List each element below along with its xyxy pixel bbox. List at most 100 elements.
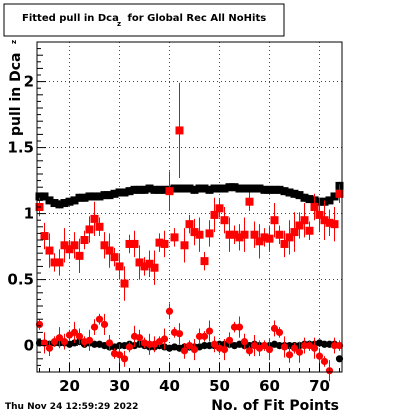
data-point-square bbox=[245, 184, 254, 193]
data-point-circle bbox=[260, 342, 269, 350]
grid-lines bbox=[37, 42, 342, 372]
x-axis-title: No. of Fit Points bbox=[211, 398, 339, 414]
data-point-square bbox=[280, 187, 289, 196]
data-point-square bbox=[180, 184, 189, 193]
data-point-square bbox=[115, 188, 124, 197]
data-point-square bbox=[195, 184, 204, 193]
data-point-circle bbox=[115, 351, 124, 359]
data-point-square bbox=[275, 230, 284, 239]
data-point-square bbox=[290, 228, 299, 237]
y-tick-label: 0 bbox=[24, 337, 34, 355]
data-point-square bbox=[115, 262, 124, 271]
data-point-square bbox=[90, 214, 99, 223]
chart-title-rest: for Global Rec All NoHits bbox=[124, 13, 266, 24]
data-point-square bbox=[275, 185, 284, 194]
data-point-square bbox=[295, 221, 304, 230]
data-point-square bbox=[155, 238, 164, 247]
y-axis-title-subscript: z bbox=[10, 40, 18, 44]
data-point-square bbox=[120, 188, 129, 197]
data-point-circle bbox=[200, 342, 209, 350]
data-point-square bbox=[175, 126, 184, 135]
data-point-square bbox=[160, 239, 169, 248]
data-point-square bbox=[120, 279, 129, 288]
data-point-circle bbox=[225, 336, 234, 344]
data-point-circle bbox=[165, 307, 174, 315]
data-point-square bbox=[255, 237, 264, 246]
data-point-circle bbox=[85, 336, 94, 344]
data-point-circle bbox=[210, 340, 219, 348]
data-point-square bbox=[330, 192, 339, 201]
x-tick-label: 50 bbox=[209, 377, 230, 395]
data-point-square bbox=[300, 193, 309, 202]
data-point-circle bbox=[70, 328, 79, 336]
data-point-square bbox=[160, 185, 169, 194]
data-point-square bbox=[230, 230, 239, 239]
data-point-square bbox=[110, 189, 119, 198]
series-3 bbox=[35, 303, 344, 382]
data-point-square bbox=[45, 246, 54, 255]
data-point-square bbox=[125, 187, 134, 196]
data-point-square bbox=[260, 185, 269, 194]
x-tick-label: 30 bbox=[109, 377, 130, 395]
data-point-square bbox=[245, 197, 254, 206]
series-0 bbox=[35, 181, 344, 209]
data-point-square bbox=[180, 241, 189, 250]
data-point-circle bbox=[175, 330, 184, 338]
data-point-square bbox=[90, 192, 99, 201]
data-point-square bbox=[105, 246, 114, 255]
data-point-square bbox=[200, 184, 209, 193]
y-tick-label: 1.5 bbox=[7, 139, 34, 157]
data-point-square bbox=[150, 185, 159, 194]
data-point-circle bbox=[320, 357, 329, 366]
data-point-square bbox=[270, 185, 279, 194]
data-point-square bbox=[145, 259, 154, 268]
data-point-circle bbox=[315, 352, 324, 360]
data-point-circle bbox=[90, 340, 99, 348]
data-point-square bbox=[70, 196, 79, 205]
data-point-square bbox=[285, 188, 294, 197]
y-tick-label: 0.5 bbox=[7, 271, 34, 289]
data-point-square bbox=[320, 216, 329, 225]
data-point-circle bbox=[245, 347, 254, 355]
data-point-circle bbox=[55, 334, 64, 342]
x-tick-label: 70 bbox=[309, 377, 330, 395]
plot-frame bbox=[36, 41, 343, 373]
data-point-square bbox=[40, 192, 49, 201]
data-point-square bbox=[150, 263, 159, 272]
data-point-circle bbox=[320, 340, 329, 348]
y-axis-title: pull in Dca z bbox=[8, 40, 24, 136]
data-point-square bbox=[65, 197, 74, 206]
data-point-circle bbox=[220, 345, 229, 354]
chart-title-main: Fitted pull in Dca bbox=[22, 13, 119, 24]
data-point-circle bbox=[125, 343, 134, 351]
data-point-square bbox=[110, 253, 119, 262]
data-point-square bbox=[165, 187, 174, 196]
data-point-square bbox=[95, 222, 104, 231]
data-point-square bbox=[135, 185, 144, 194]
data-point-square bbox=[240, 184, 249, 193]
data-point-square bbox=[220, 184, 229, 193]
data-point-square bbox=[200, 257, 209, 266]
data-point-square bbox=[205, 229, 214, 238]
data-point-circle bbox=[270, 324, 279, 333]
data-point-square bbox=[325, 196, 334, 205]
data-point-circle bbox=[330, 342, 339, 350]
data-point-square bbox=[305, 226, 314, 235]
data-point-square bbox=[55, 258, 64, 267]
data-point-square bbox=[215, 204, 224, 213]
data-point-circle bbox=[285, 351, 294, 359]
data-point-square bbox=[260, 233, 269, 242]
data-point-square bbox=[190, 228, 199, 237]
data-point-square bbox=[50, 258, 59, 267]
axis-ticks: 20 30 40 50 60 70 0 0.5 1 1.5 2 bbox=[7, 41, 340, 395]
data-point-circle bbox=[290, 344, 299, 352]
data-point-square bbox=[215, 184, 224, 193]
data-point-square bbox=[225, 183, 234, 192]
data-point-square bbox=[295, 191, 304, 200]
data-point-square bbox=[210, 210, 219, 219]
data-point-square bbox=[125, 239, 134, 248]
data-point-square bbox=[270, 216, 279, 225]
data-point-square bbox=[310, 203, 319, 211]
data-point-circle bbox=[135, 334, 144, 342]
data-point-circle bbox=[280, 343, 289, 351]
